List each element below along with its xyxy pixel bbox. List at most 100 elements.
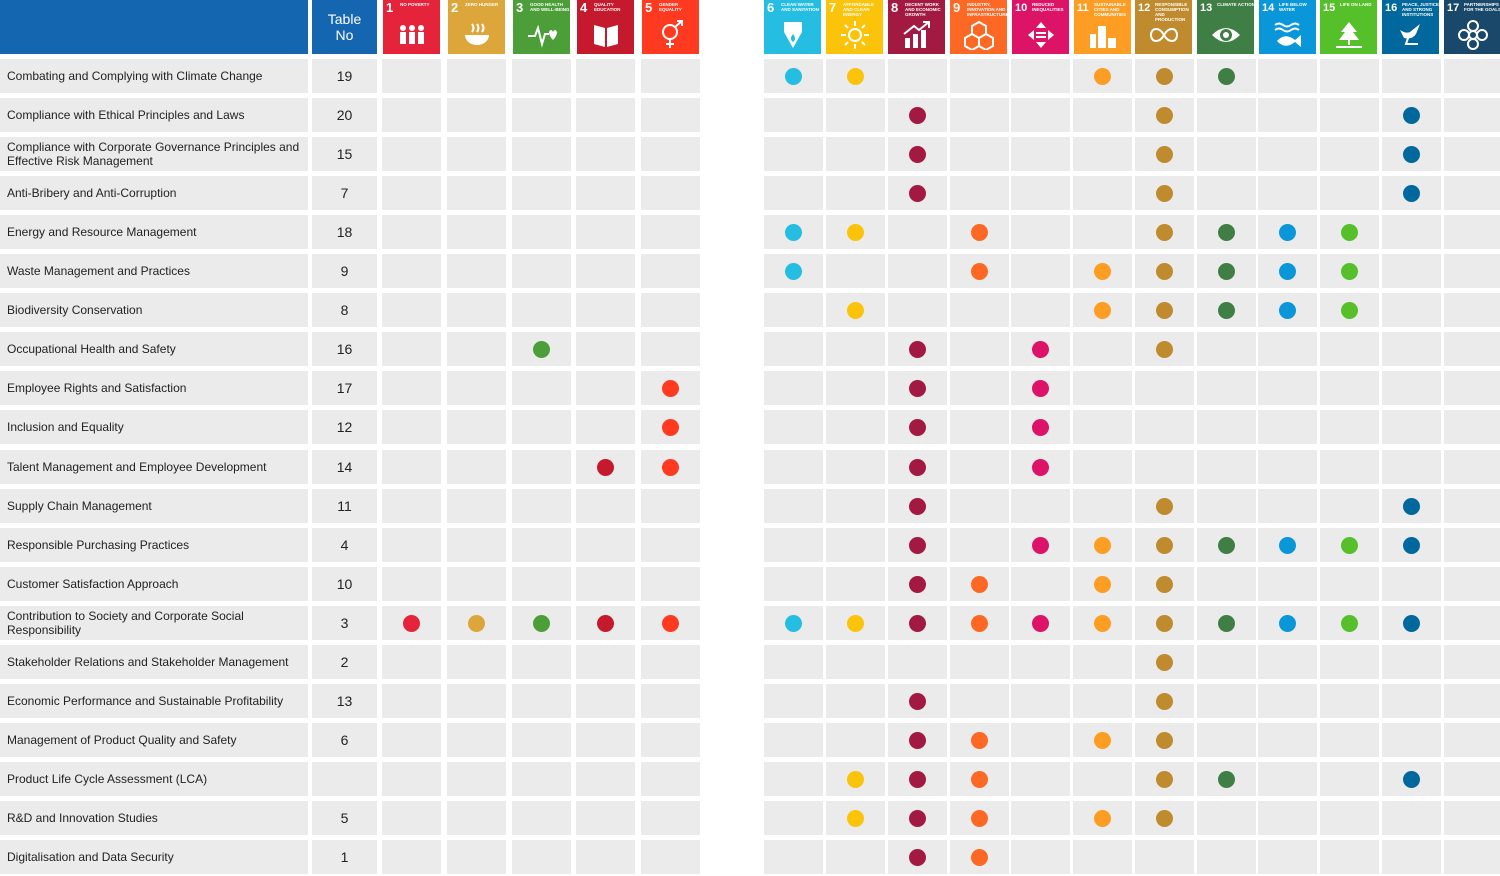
matrix-cell xyxy=(1197,293,1256,327)
matrix-cell xyxy=(1382,98,1441,132)
sdg-10-dot xyxy=(1032,459,1049,476)
matrix-cell xyxy=(764,840,823,874)
matrix-cell xyxy=(764,528,823,562)
sdg-12-dot xyxy=(1156,224,1173,241)
matrix-cell xyxy=(447,137,506,171)
matrix-cell xyxy=(1320,567,1379,601)
matrix-cell xyxy=(1444,801,1500,835)
matrix-cell xyxy=(826,489,885,523)
table-no-cell: 2 xyxy=(312,645,377,679)
matrix-cell xyxy=(1320,371,1379,405)
sdg-name: Partnerships for the Goals xyxy=(1464,2,1500,12)
sdg-10-dot xyxy=(1032,380,1049,397)
matrix-cell xyxy=(950,98,1009,132)
matrix-cell xyxy=(1320,215,1379,249)
sdg-11-dot xyxy=(1094,263,1111,280)
matrix-cell xyxy=(641,684,700,718)
matrix-cell xyxy=(1320,59,1379,93)
matrix-cell xyxy=(576,254,635,288)
matrix-cell xyxy=(1197,254,1256,288)
matrix-cell xyxy=(576,293,635,327)
sdg-12-dot xyxy=(1156,615,1173,632)
sdg-12-dot xyxy=(1156,68,1173,85)
sdg-12-dot xyxy=(1156,302,1173,319)
matrix-cell xyxy=(1382,410,1441,444)
matrix-cell xyxy=(1073,371,1132,405)
matrix-cell xyxy=(1320,332,1379,366)
matrix-cell xyxy=(447,215,506,249)
matrix-cell xyxy=(641,59,700,93)
city-icon xyxy=(1088,20,1118,50)
sdg-5-dot xyxy=(662,419,679,436)
matrix-cell xyxy=(888,528,947,562)
matrix-cell xyxy=(826,762,885,796)
sdg-7-dot xyxy=(847,771,864,788)
table-no-cell: 9 xyxy=(312,254,377,288)
matrix-cell xyxy=(1444,254,1500,288)
matrix-cell xyxy=(1197,801,1256,835)
matrix-cell xyxy=(382,840,441,874)
matrix-cell xyxy=(641,410,700,444)
row-label: Customer Satisfaction Approach xyxy=(0,567,308,601)
matrix-cell xyxy=(1135,254,1194,288)
matrix-cell xyxy=(641,98,700,132)
matrix-cell xyxy=(512,840,571,874)
table-no-cell: 3 xyxy=(312,606,377,640)
matrix-cell xyxy=(641,371,700,405)
matrix-cell xyxy=(1444,98,1500,132)
matrix-cell xyxy=(1320,137,1379,171)
sdg-5-dot xyxy=(662,459,679,476)
sdg-8-dot xyxy=(909,498,926,515)
matrix-cell xyxy=(576,489,635,523)
matrix-cell xyxy=(826,98,885,132)
table-no-cell: 18 xyxy=(312,215,377,249)
sdg-6-dot xyxy=(785,263,802,280)
matrix-cell xyxy=(1011,567,1070,601)
sdg-8-dot xyxy=(909,576,926,593)
matrix-cell xyxy=(641,450,700,484)
matrix-cell xyxy=(1135,371,1194,405)
matrix-cell xyxy=(1382,684,1441,718)
matrix-cell xyxy=(576,684,635,718)
matrix-cell xyxy=(1382,762,1441,796)
table-no-cell: 12 xyxy=(312,410,377,444)
sdg-name: Peace, Justice and Strong Institutions xyxy=(1402,2,1439,17)
matrix-cell xyxy=(1382,254,1441,288)
matrix-cell xyxy=(576,645,635,679)
matrix-cell xyxy=(1258,645,1317,679)
matrix-cell xyxy=(641,489,700,523)
matrix-cell xyxy=(1197,98,1256,132)
matrix-cell xyxy=(1320,840,1379,874)
matrix-cell xyxy=(950,59,1009,93)
matrix-cell xyxy=(764,567,823,601)
matrix-cell xyxy=(1011,332,1070,366)
matrix-cell xyxy=(826,645,885,679)
matrix-cell xyxy=(1258,528,1317,562)
matrix-cell xyxy=(826,528,885,562)
matrix-cell xyxy=(764,684,823,718)
sdg-number: 7 xyxy=(829,0,837,15)
matrix-cell xyxy=(576,723,635,757)
matrix-cell xyxy=(1320,254,1379,288)
matrix-cell xyxy=(1135,293,1194,327)
matrix-cell xyxy=(1197,762,1256,796)
matrix-cell xyxy=(1258,684,1317,718)
matrix-cell xyxy=(576,567,635,601)
matrix-cell xyxy=(1444,332,1500,366)
sdg-number: 3 xyxy=(516,0,524,15)
water-drop-icon xyxy=(778,20,808,50)
matrix-cell xyxy=(888,410,947,444)
matrix-cell xyxy=(382,137,441,171)
matrix-cell xyxy=(382,450,441,484)
sdg-9-dot xyxy=(971,849,988,866)
sdg-4-dot xyxy=(597,615,614,632)
matrix-cell xyxy=(1197,567,1256,601)
sdg-3-tile: 3 Good Health and Well-Being xyxy=(513,0,570,54)
matrix-cell xyxy=(512,762,571,796)
matrix-cell xyxy=(382,801,441,835)
matrix-cell xyxy=(1135,489,1194,523)
matrix-cell xyxy=(1073,528,1132,562)
matrix-cell xyxy=(1444,528,1500,562)
sdg-11-dot xyxy=(1094,810,1111,827)
matrix-cell xyxy=(1073,606,1132,640)
